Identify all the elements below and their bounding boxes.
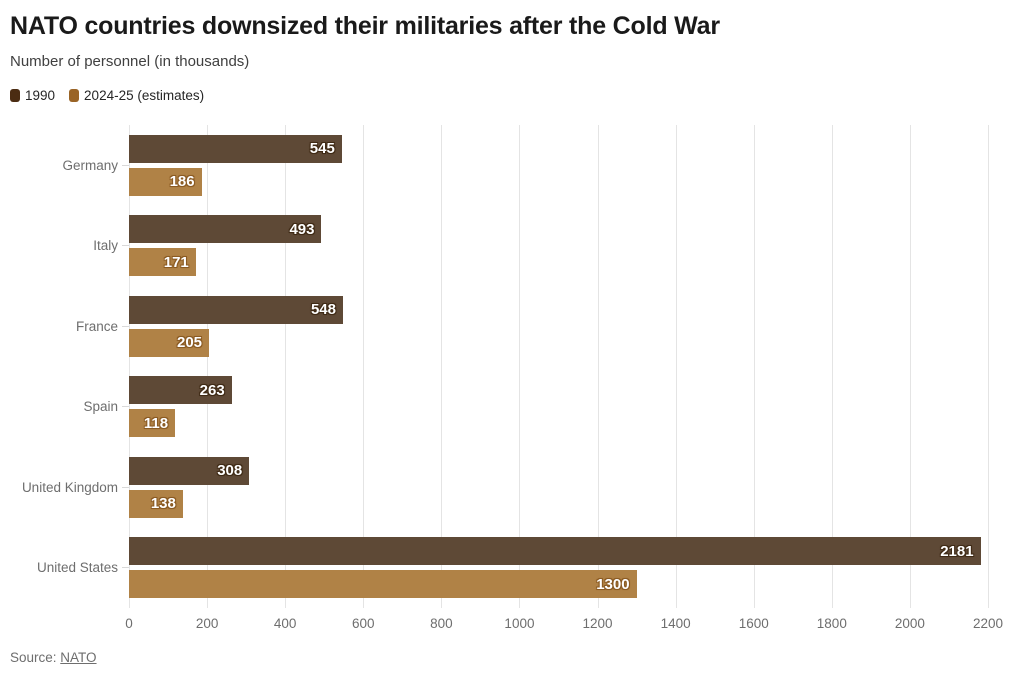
- bar-spain-2024-25-estimates: 118: [129, 409, 176, 437]
- category-label-cell: Germany: [10, 125, 129, 206]
- chart-group-italy: Italy 493 171: [10, 205, 988, 286]
- x-tick-label-2200: 2200: [972, 615, 1004, 631]
- category-label-united-kingdom: United Kingdom: [21, 479, 118, 495]
- category-label-united-states: United States: [36, 560, 118, 575]
- gridline-400: [285, 124, 287, 608]
- bars-cell: 493 171: [129, 205, 988, 286]
- bar-germany-2024-25-estimates: 186: [129, 167, 202, 196]
- bar-value-label: 545: [309, 140, 335, 157]
- bars-cell: 545 186: [129, 125, 988, 206]
- x-tick-label-1200: 1200: [582, 615, 613, 631]
- x-axis: 0 200 400 600 800 1000 1200 1400 1600 1800 2000 220…: [125, 608, 1003, 636]
- bar-value-label: 186: [169, 173, 195, 190]
- x-tick-label-1400: 1400: [660, 615, 691, 631]
- chart-subtitle: Number of personnel (in thousands): [10, 52, 250, 70]
- source-row: Source: NATO: [10, 650, 1010, 665]
- legend-label-1990: 1990: [25, 87, 56, 103]
- chart-group-germany: Germany 545 186: [10, 125, 988, 206]
- gridline-1200: [597, 124, 599, 608]
- x-tick-label-1000: 1000: [504, 615, 535, 631]
- bars-cell: 548 205: [129, 286, 988, 367]
- category-label-france: France: [75, 318, 118, 334]
- category-label-cell: United States: [10, 527, 129, 608]
- bars-cell: 308 138: [129, 447, 988, 528]
- x-tick-label-0: 0: [125, 615, 133, 631]
- gridline-600: [363, 124, 365, 608]
- gridline-1600: [753, 124, 755, 608]
- gridline-800: [441, 124, 443, 608]
- category-tick: [122, 245, 129, 246]
- bar-united-kingdom-2024-25-estimates: 138: [129, 489, 183, 518]
- category-tick: [122, 567, 129, 568]
- bar-france-1990: 548: [129, 295, 343, 324]
- category-tick: [122, 486, 129, 488]
- chart-group-united-states: United States 2181 1300: [10, 527, 988, 608]
- x-tick-label-600: 600: [352, 615, 375, 631]
- bar-spain-1990: 263: [129, 376, 232, 404]
- category-label-italy: Italy: [93, 238, 118, 253]
- bar-united-kingdom-1990: 308: [129, 456, 250, 485]
- chart-group-united-kingdom: United Kingdom 308 138: [10, 447, 988, 528]
- chart-group-france: France 548 205: [10, 286, 988, 367]
- bar-italy-2024-25-estimates: 171: [129, 248, 196, 276]
- category-label-cell: Italy: [10, 205, 129, 286]
- category-label-cell: United Kingdom: [10, 447, 129, 528]
- chart-group-spain: Spain 263 118: [10, 366, 988, 447]
- source-prefix: Source:: [10, 649, 61, 665]
- gridline-1800: [831, 124, 833, 608]
- bar-value-label: 171: [163, 253, 189, 271]
- legend-swatch-1990-icon: [10, 88, 20, 102]
- category-label-germany: Germany: [62, 157, 118, 173]
- x-tick-label-200: 200: [195, 615, 219, 631]
- gridline-1400: [675, 124, 677, 608]
- gridline-1000: [519, 124, 521, 608]
- x-tick-label-1800: 1800: [816, 615, 847, 631]
- x-tick-label-1600: 1600: [738, 615, 769, 631]
- x-tick-label-800: 800: [430, 615, 453, 631]
- bars-cell: 263 118: [129, 366, 988, 447]
- plot-area: Germany 545 186 Italy 493 171 France 548 205 Spai…: [10, 124, 989, 608]
- category-label-cell: France: [10, 286, 129, 367]
- bar-groups: Germany 545 186 Italy 493 171 France 548 205 Spai…: [10, 125, 988, 608]
- bar-value-label: 493: [289, 220, 315, 238]
- legend-swatch-2024-icon: [69, 88, 80, 102]
- category-tick: [122, 406, 129, 407]
- bar-value-label: 308: [217, 462, 243, 479]
- bar-value-label: 138: [150, 495, 176, 512]
- legend-item-2024: 2024-25 (estimates): [69, 88, 204, 103]
- gridline-2000: [909, 124, 911, 608]
- legend-item-1990: 1990: [10, 88, 55, 103]
- chart-title: NATO countries downsized their militarie…: [10, 12, 720, 40]
- x-tick-label-2000: 2000: [894, 615, 925, 631]
- category-tick: [122, 325, 129, 327]
- gridline-2200: [988, 124, 989, 608]
- bar-france-2024-25-estimates: 205: [129, 328, 210, 357]
- bars-cell: 2181 1300: [129, 527, 988, 608]
- bar-value-label: 118: [143, 414, 169, 432]
- bar-united-states-1990: 2181: [129, 537, 981, 565]
- category-label-spain: Spain: [83, 399, 118, 414]
- bar-value-label: 548: [310, 301, 336, 318]
- gridline-0: [129, 124, 130, 608]
- source-link[interactable]: NATO: [60, 649, 97, 665]
- bar-value-label: 1300: [596, 575, 630, 593]
- bar-value-label: 2181: [940, 542, 974, 560]
- category-label-cell: Spain: [10, 366, 129, 447]
- legend: 1990 2024-25 (estimates): [10, 88, 1010, 103]
- bar-value-label: 263: [199, 381, 225, 399]
- bar-united-states-2024-25-estimates: 1300: [129, 570, 637, 598]
- gridlines: [129, 124, 989, 608]
- bar-germany-1990: 545: [129, 134, 342, 163]
- category-tick: [122, 164, 129, 166]
- gridline-200: [207, 124, 209, 608]
- bar-italy-1990: 493: [129, 215, 322, 243]
- x-tick-label-400: 400: [273, 615, 297, 631]
- bar-value-label: 205: [177, 334, 203, 351]
- legend-label-2024: 2024-25 (estimates): [84, 87, 205, 103]
